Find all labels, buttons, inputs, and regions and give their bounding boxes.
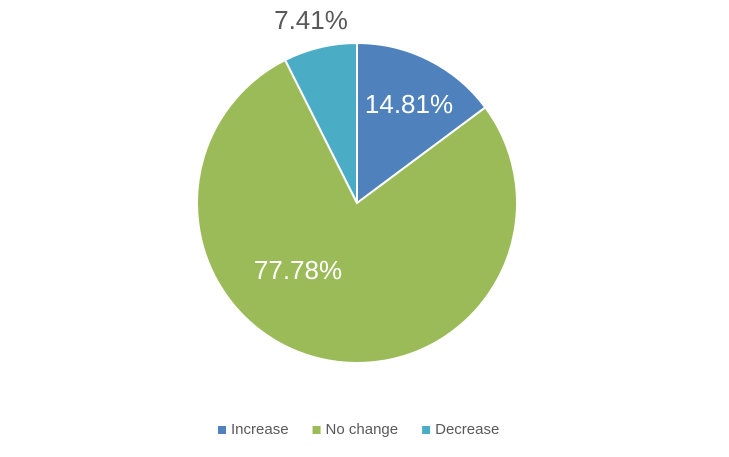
legend-swatch: [312, 426, 321, 434]
legend-swatch: [218, 426, 226, 434]
data-label: 14.81%: [365, 89, 453, 119]
legend-label: Increase: [231, 421, 289, 438]
data-label: 7.41%: [274, 5, 348, 35]
pie-slice: [356, 41, 487, 205]
legend-swatch: [422, 426, 431, 434]
legend-label: No change: [326, 421, 399, 438]
legend-label: Decrease: [435, 421, 499, 438]
pie-slice: [283, 41, 358, 204]
data-label: 77.78%: [254, 255, 342, 285]
pie-slice: [196, 58, 518, 364]
